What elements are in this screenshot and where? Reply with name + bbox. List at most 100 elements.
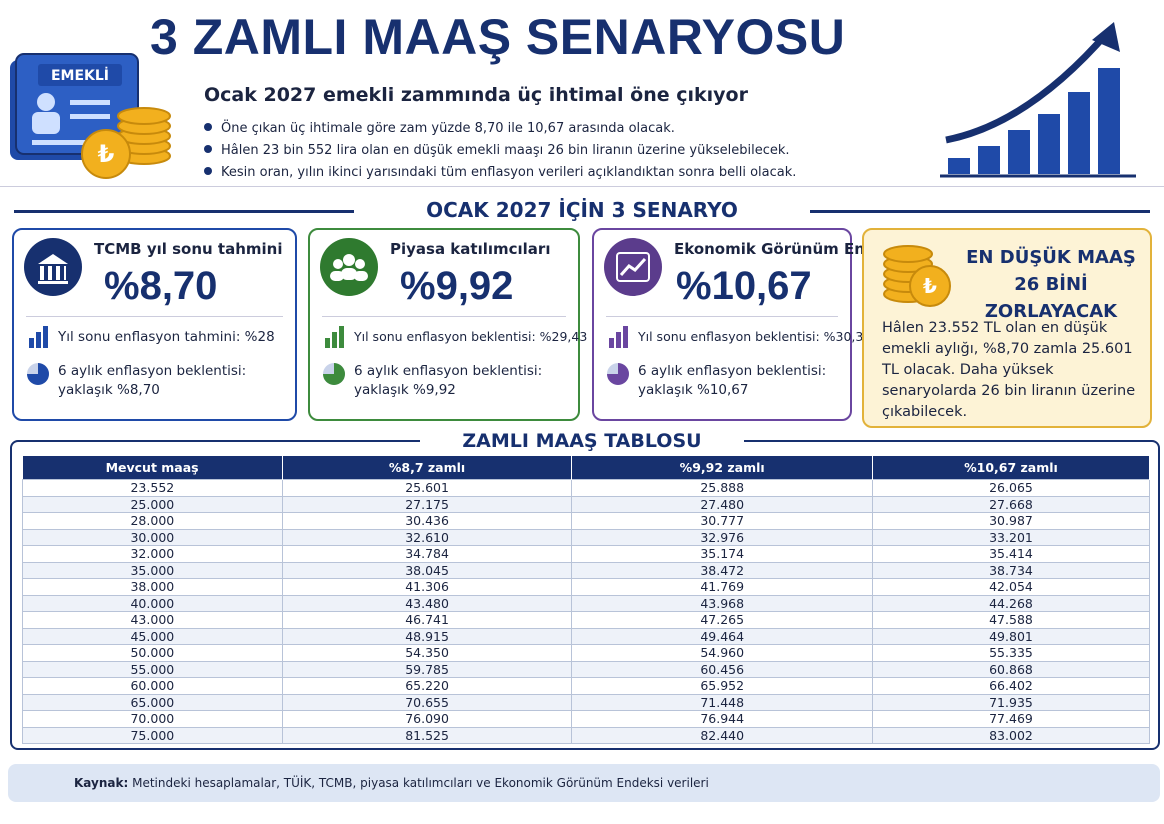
salary-table: Mevcut maaş %8,7 zamlı %9,92 zamlı %10,67 z… [22,456,1151,744]
table-row: 40.000 43.480 43.968 44.268 [22,594,1151,612]
column-header: %9,92 zamlı [571,456,873,480]
card-divider [322,316,566,317]
table-cell: 65.000 [22,693,283,711]
footer-text: Metindeki hesaplamalar, TÜİK, TCMB, piya… [132,776,709,790]
table-cell: 44.268 [871,594,1151,612]
table-cell: 70.655 [281,693,573,711]
table-cell: 32.610 [281,528,573,546]
table-cell: 27.480 [571,495,873,513]
table-cell: 30.000 [22,528,283,546]
table-cell: 47.265 [571,611,873,629]
column-header: Mevcut maaş [22,456,283,480]
table-cell: 76.944 [571,710,873,728]
bars-icon [29,326,48,348]
table-row: 43.000 46.741 47.265 47.588 [22,611,1151,629]
scenario-card: TCMB yıl sonu tahmini %8,70 Yıl sonu enfla… [12,228,297,421]
column-header: %8,7 zamlı [282,456,573,480]
table-row: 30.000 32.610 32.976 33.201 [22,528,1151,546]
card-stat: 6 aylık enflasyon beklentisi: yaklaşık %… [638,363,827,398]
highlight-box: ₺ EN DÜŞÜK MAAŞ 26 BİNİ ZORLAYACAK Hâlen … [862,228,1152,428]
card-rate: %8,70 [104,264,218,308]
table-body: 23.552 25.601 25.888 26.065 25.000 27.175 27.4… [22,479,1151,744]
table-cell: 65.220 [281,677,573,695]
title-mask [420,436,744,450]
highlight-title-line: EN DÜŞÜK MAAŞ [966,247,1136,268]
table-cell: 48.915 [281,627,573,645]
growth-icon [940,22,1136,178]
table-cell: 46.741 [281,611,573,629]
pension-card-icon: EMEKLİ ₺ [10,53,171,179]
table-row: 38.000 41.306 41.769 42.054 [22,578,1151,596]
table-cell: 50.000 [22,644,283,662]
table-row: 32.000 34.784 35.174 35.414 [22,545,1151,563]
card-rate: %10,67 [676,264,812,308]
table-cell: 26.065 [871,479,1151,497]
table-cell: 49.801 [871,627,1151,645]
table-cell: 43.000 [22,611,283,629]
card-divider [26,316,283,317]
card-divider [606,316,838,317]
highlight-title: EN DÜŞÜK MAAŞ 26 BİNİ ZORLAYACAK [956,244,1146,325]
highlight-text: Hâlen 23.552 TL olan en düşük emekli ayl… [882,320,1136,420]
table-cell: 25.601 [281,479,573,497]
card-stat: Yıl sonu enflasyon tahmini: %28 [58,329,275,345]
table-row: 50.000 54.350 54.960 55.335 [22,644,1151,662]
table-cell: 81.525 [281,726,573,744]
table-cell: 34.784 [281,545,573,563]
table-cell: 41.769 [571,578,873,596]
table-cell: 32.976 [571,528,873,546]
table-cell: 49.464 [571,627,873,645]
table-cell: 60.456 [571,660,873,678]
table-row: 28.000 30.436 30.777 30.987 [22,512,1151,530]
bullet: Hâlen 23 bin 552 lira olan en düşük emek… [204,140,796,162]
divider [0,186,1164,187]
table-row: 55.000 59.785 60.456 60.868 [22,660,1151,678]
coins-icon: ₺ [883,245,951,307]
table-cell: 32.000 [22,545,283,563]
svg-text:₺: ₺ [923,274,937,298]
table-cell: 45.000 [22,627,283,645]
table-cell: 30.436 [281,512,573,530]
table-cell: 35.174 [571,545,873,563]
table-cell: 59.785 [281,660,573,678]
table-row: 75.000 81.525 82.440 83.002 [22,726,1151,744]
rule [810,210,1150,213]
pie-icon [27,363,49,385]
table-cell: 35.414 [871,545,1151,563]
bullet: Öne çıkan üç ihtimale göre zam yüzde 8,7… [204,118,796,140]
column-header: %10,67 zamlı [872,456,1151,480]
table-cell: 60.868 [871,660,1151,678]
table-cell: 27.668 [871,495,1151,513]
table-cell: 30.987 [871,512,1151,530]
table-cell: 76.090 [281,710,573,728]
table-cell: 70.000 [22,710,283,728]
table-cell: 55.335 [871,644,1151,662]
footer: Kaynak: Metindeki hesaplamalar, TÜİK, TC… [8,764,1160,802]
bars-icon [325,326,344,348]
subtitle: Ocak 2027 emekli zammında üç ihtimal öne… [204,84,748,106]
table-cell: 71.448 [571,693,873,711]
footer-label: Kaynak: [74,776,129,790]
table-cell: 38.045 [281,561,573,579]
header-row: Mevcut maaş %8,7 zamlı %9,92 zamlı %10,67 z… [22,456,1151,480]
table-cell: 27.175 [281,495,573,513]
table-row: 25.000 27.175 27.480 27.668 [22,495,1151,513]
table-cell: 42.054 [871,578,1151,596]
table-cell: 47.588 [871,611,1151,629]
pie-icon [607,363,629,385]
table-row: 65.000 70.655 71.448 71.935 [22,693,1151,711]
card-rate: %9,92 [400,264,514,308]
table-cell: 55.000 [22,660,283,678]
table-cell: 43.480 [281,594,573,612]
card-stat: Yıl sonu enflasyon beklentisi: %30,32 [638,329,872,344]
table-cell: 60.000 [22,677,283,695]
table-cell: 23.552 [22,479,283,497]
rule [14,210,354,213]
table-cell: 54.350 [281,644,573,662]
table-cell: 38.472 [571,561,873,579]
card-stat: 6 aylık enflasyon beklentisi: yaklaşık %… [354,363,543,398]
table-cell: 82.440 [571,726,873,744]
table-cell: 43.968 [571,594,873,612]
